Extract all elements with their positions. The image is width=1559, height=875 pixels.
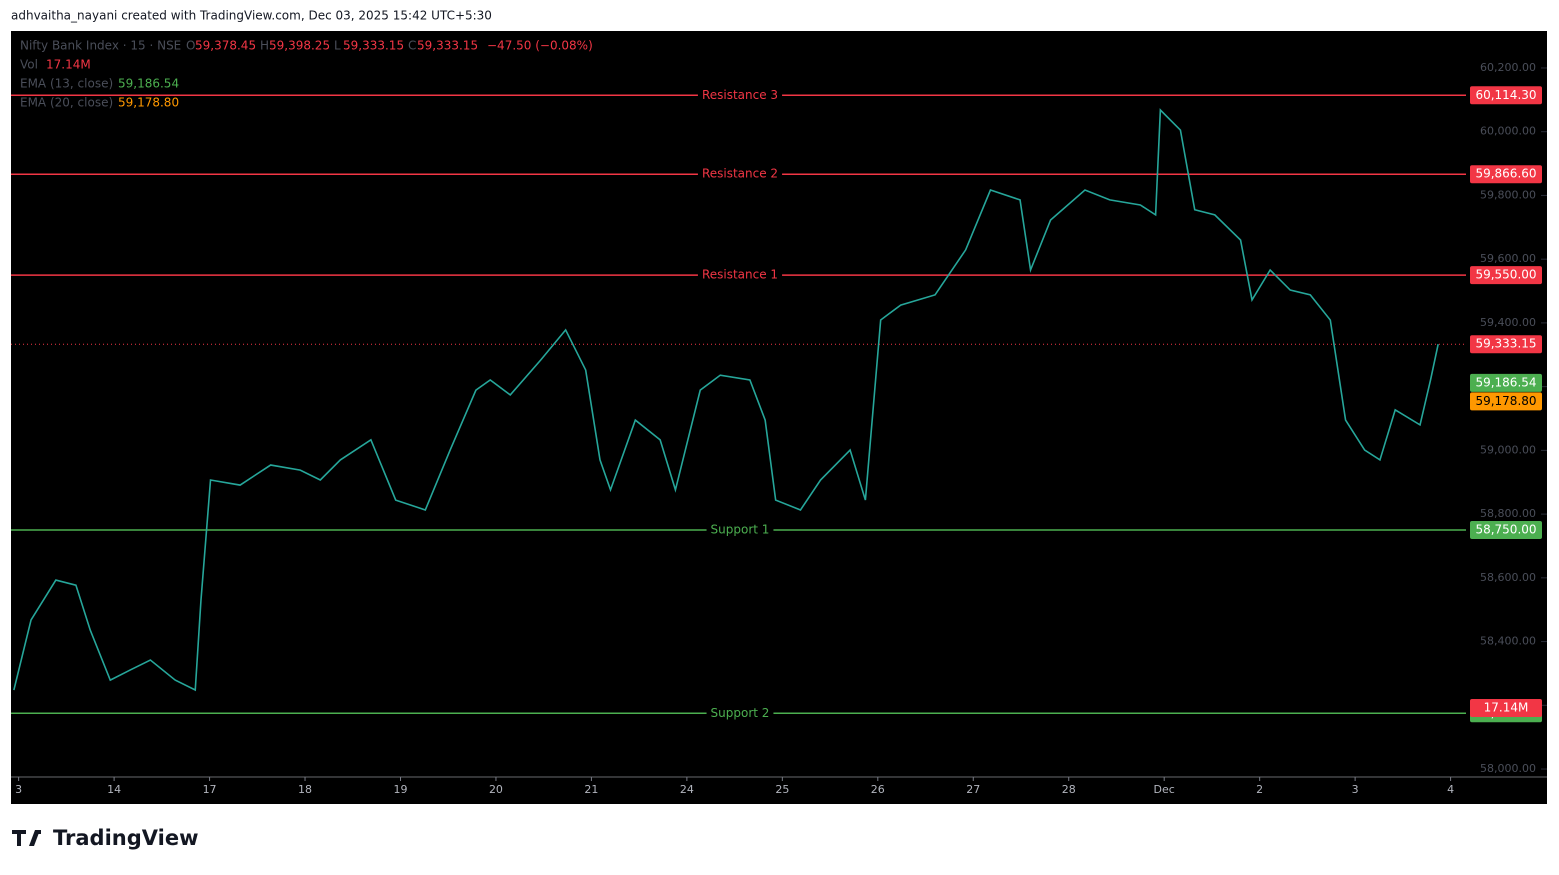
indicator-box (1470, 699, 1542, 717)
level-value-label: 60,114.30 (1475, 88, 1536, 102)
x-tick-label: 28 (1062, 783, 1076, 796)
x-tick-label: 2 (1256, 783, 1263, 796)
y-tick-label: 59,000.00 (1480, 443, 1536, 456)
x-tick-label: 17 (203, 783, 217, 796)
y-tick-label: 60,200.00 (1480, 61, 1536, 74)
y-tick-label: 58,400.00 (1480, 635, 1536, 648)
level-name: Resistance 1 (702, 268, 778, 282)
ohlc-letter: C (408, 39, 416, 53)
x-tick-label: 3 (15, 783, 22, 796)
y-tick-label: 59,600.00 (1480, 252, 1536, 265)
indicator-value: 59,186.54 (118, 77, 179, 91)
caption: adhvaitha_nayani created with TradingVie… (11, 9, 492, 23)
indicator-box-label: 17.14M (1484, 701, 1529, 715)
x-tick-label: 26 (871, 783, 885, 796)
brand-name: TradingView (53, 826, 198, 850)
level-value-label: 58,750.00 (1475, 523, 1536, 537)
ohlc-letter: O (186, 39, 195, 53)
last-price-label: 59,333.15 (1475, 337, 1536, 351)
x-tick-label: 24 (680, 783, 694, 796)
chart-background (11, 31, 1547, 804)
level-name: Support 2 (711, 706, 770, 720)
x-tick-label: 18 (298, 783, 312, 796)
level-name-bg (706, 523, 774, 538)
indicator-box-label: 59,186.54 (1475, 375, 1536, 389)
price-line (13, 108, 1439, 692)
ohlc-letter: H (260, 39, 269, 53)
price-change: −47.50 (−0.08%) (487, 39, 593, 53)
indicator-name: Vol (20, 58, 38, 72)
indicator-box-label: 59,178.80 (1475, 394, 1536, 408)
x-tick-label: 4 (1447, 783, 1454, 796)
chart-title: Nifty Bank Index · 15 · NSE (20, 39, 181, 53)
ohlc-value: 59,378.45 (195, 39, 256, 53)
indicator-box (1470, 392, 1542, 411)
x-tick-label: 14 (107, 783, 121, 796)
ohlc-value: 59,333.15 (417, 39, 478, 53)
indicator-value: 59,178.80 (118, 96, 179, 110)
level-name-bg (697, 268, 783, 283)
y-tick-label: 58,600.00 (1480, 571, 1536, 584)
x-tick-label: 3 (1352, 783, 1359, 796)
level-name-bg (697, 88, 783, 103)
level-name-bg (706, 706, 774, 721)
x-tick-label: Dec (1154, 783, 1175, 796)
y-tick-label: 59,400.00 (1480, 316, 1536, 329)
brand-logo: TradingView (12, 826, 198, 850)
y-tick-label: 58,800.00 (1480, 507, 1536, 520)
ohlc-value: 59,398.25 (269, 39, 330, 53)
x-tick-label: 19 (393, 783, 407, 796)
indicator-value: 17.14M (46, 58, 91, 72)
level-label-box (1470, 266, 1542, 285)
x-tick-label: 20 (489, 783, 503, 796)
level-label-box (1470, 86, 1542, 105)
x-tick-label: 25 (775, 783, 789, 796)
level-label-box (1470, 521, 1542, 540)
level-name: Resistance 2 (702, 167, 778, 181)
last-price-box (1470, 335, 1542, 354)
indicator-name: EMA (13, close) (20, 77, 113, 91)
y-tick-label: 60,000.00 (1480, 125, 1536, 138)
ohlc-value: 59,333.15 (343, 39, 404, 53)
level-name: Resistance 3 (702, 88, 778, 102)
ohlc-letter: L (334, 39, 341, 53)
level-value-label: 59,550.00 (1475, 268, 1536, 282)
level-name-bg (697, 167, 783, 182)
level-value-label: 59,866.60 (1475, 167, 1536, 181)
x-tick-label: 27 (966, 783, 980, 796)
level-name: Support 1 (711, 523, 770, 537)
indicator-box (1470, 373, 1542, 392)
indicator-name: EMA (20, close) (20, 96, 113, 110)
level-label-box (1470, 165, 1542, 184)
x-tick-label: 21 (584, 783, 598, 796)
y-tick-label: 58,000.00 (1480, 762, 1536, 775)
y-tick-label: 59,800.00 (1480, 188, 1536, 201)
